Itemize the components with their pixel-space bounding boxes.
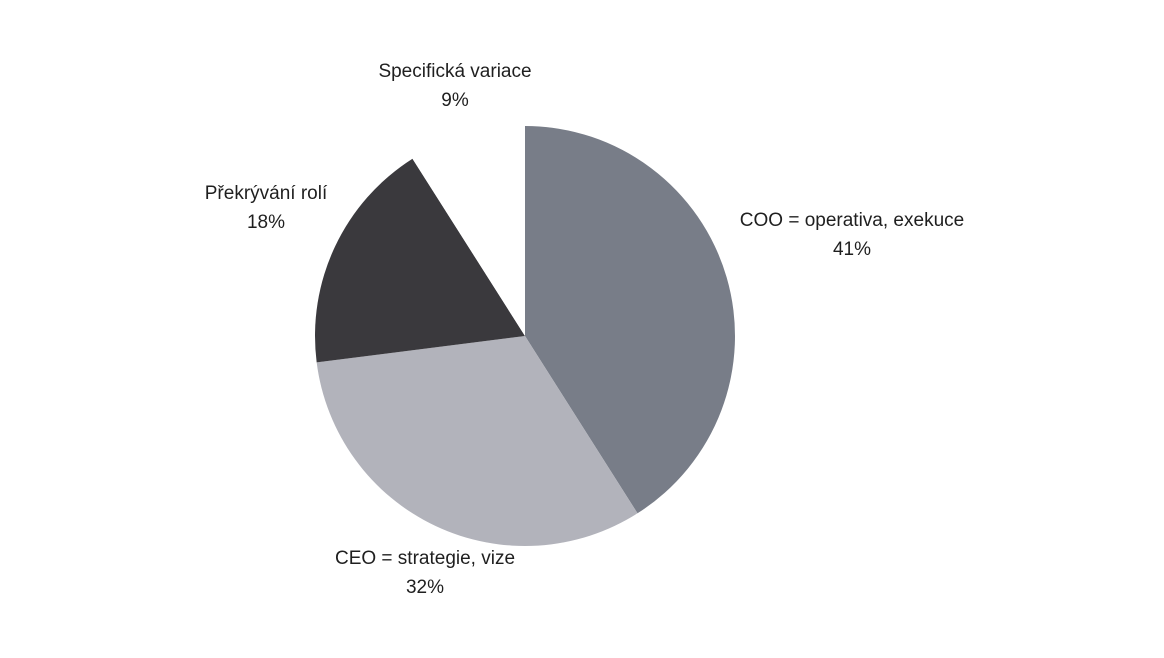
slice-label: Specifická variace [378, 61, 531, 82]
slice-value-label: 41% [833, 239, 871, 260]
pie-slice [412, 126, 525, 336]
slice-label: Překrývání rolí [205, 183, 328, 204]
slice-value-label: 18% [247, 212, 285, 233]
pie-slice [315, 158, 525, 363]
pie-labels: COO = operativa, exekuce 41% CEO = strateg… [205, 61, 964, 598]
slice-value-label: 9% [441, 90, 469, 111]
pie-slices [315, 126, 735, 546]
slice-label: CEO = strategie, vize [335, 548, 515, 569]
pie-slice [525, 126, 735, 514]
pie-slice [316, 336, 638, 546]
slice-label: COO = operativa, exekuce [740, 210, 964, 231]
slice-value-label: 32% [406, 577, 444, 598]
